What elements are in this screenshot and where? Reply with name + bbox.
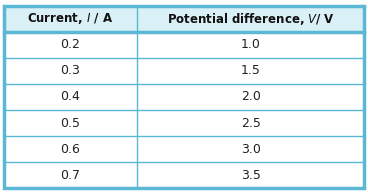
Text: Potential difference, $\it{V}$/ V: Potential difference, $\it{V}$/ V xyxy=(167,11,335,27)
Text: 1.5: 1.5 xyxy=(241,64,261,77)
Bar xyxy=(4,84,364,110)
Bar xyxy=(4,6,364,32)
Bar xyxy=(4,136,364,162)
Text: 3.5: 3.5 xyxy=(241,169,261,182)
Text: 0.2: 0.2 xyxy=(60,38,80,51)
Text: 0.7: 0.7 xyxy=(60,169,80,182)
Bar xyxy=(4,110,364,136)
Text: 3.0: 3.0 xyxy=(241,143,261,156)
Text: 2.5: 2.5 xyxy=(241,117,261,130)
Text: 1.0: 1.0 xyxy=(241,38,261,51)
Text: 0.3: 0.3 xyxy=(60,64,80,77)
Text: Current, $\it{I}$ / A: Current, $\it{I}$ / A xyxy=(27,11,113,26)
Bar xyxy=(4,58,364,84)
Text: 0.4: 0.4 xyxy=(60,90,80,103)
Bar xyxy=(4,32,364,58)
Text: 2.0: 2.0 xyxy=(241,90,261,103)
Text: 0.6: 0.6 xyxy=(60,143,80,156)
Text: 0.5: 0.5 xyxy=(60,117,80,130)
Bar xyxy=(4,162,364,188)
